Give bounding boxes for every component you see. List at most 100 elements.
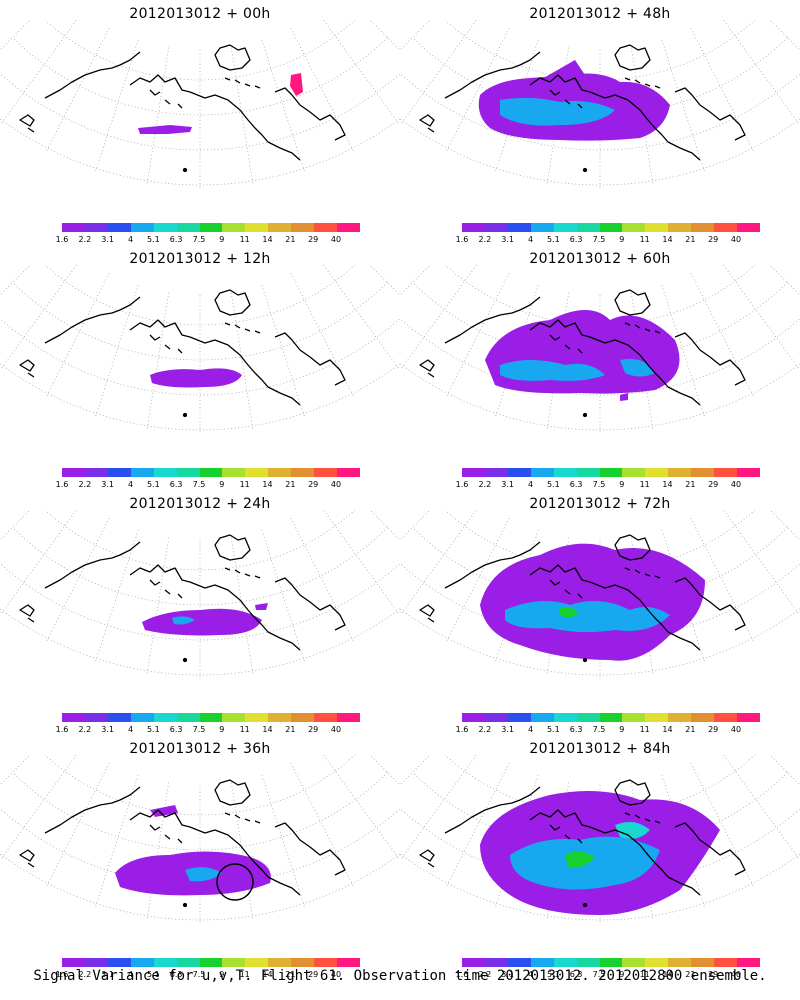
map-panel: 2012013012 + 60h 1.6 2.2 3.1 4 5.1 6.3 7.5 9 11 14… xyxy=(400,245,800,490)
colorbar-label: 1.6 xyxy=(455,725,469,734)
colorbar-label: 40 xyxy=(330,480,342,489)
colorbar-label: 5.1 xyxy=(146,725,160,734)
colorbar-label: 3.1 xyxy=(101,235,115,244)
colorbar-swatch xyxy=(645,223,669,232)
colorbar-label: 3.1 xyxy=(501,480,515,489)
colorbar-label: 21 xyxy=(685,970,696,979)
colorbar-swatch xyxy=(576,713,600,722)
colorbar-labels: 1.6 2.2 3.1 4 5.1 6.3 7.5 9 11 14 21 29 40 xyxy=(456,725,760,735)
colorbar-label: 21 xyxy=(285,235,296,244)
colorbar xyxy=(62,713,360,722)
colorbar-swatch xyxy=(484,223,508,232)
colorbar-swatch xyxy=(153,468,177,477)
colorbar-swatch xyxy=(222,468,246,477)
variance-contour xyxy=(500,360,605,381)
polar-map xyxy=(400,20,800,190)
colorbar-label: 11 xyxy=(639,725,650,734)
colorbar-label: 9 xyxy=(219,480,225,489)
colorbar-swatch xyxy=(199,468,223,477)
colorbar-label: 11 xyxy=(639,970,650,979)
graticule xyxy=(0,510,400,680)
colorbar xyxy=(462,223,760,232)
colorbar-labels: 1.6 2.2 3.1 4 5.1 6.3 7.5 9 11 14 21 29 40 xyxy=(456,970,760,980)
colorbar-swatch xyxy=(462,713,485,722)
colorbar-label: 2.2 xyxy=(478,480,492,489)
colorbar-swatch xyxy=(268,223,292,232)
colorbar-labels: 1.6 2.2 3.1 4 5.1 6.3 7.5 9 11 14 21 29 40 xyxy=(456,480,760,490)
colorbar-swatch xyxy=(199,958,223,967)
colorbar xyxy=(462,713,760,722)
colorbar-swatch xyxy=(576,958,600,967)
colorbar-label: 9 xyxy=(619,235,625,244)
colorbar-swatch xyxy=(107,713,131,722)
colorbar-swatch xyxy=(737,223,760,232)
colorbar-swatch xyxy=(599,468,623,477)
colorbar-label: 21 xyxy=(685,480,696,489)
coastline xyxy=(419,289,746,418)
colorbar xyxy=(462,958,760,967)
colorbar-label: 40 xyxy=(730,480,742,489)
colorbar-swatch xyxy=(737,713,760,722)
colorbar-label: 29 xyxy=(708,235,719,244)
colorbar-labels: 1.6 2.2 3.1 4 5.1 6.3 7.5 9 11 14 21 29 40 xyxy=(56,970,360,980)
panel-title: 2012013012 + 60h xyxy=(529,251,671,267)
colorbar-swatch xyxy=(245,468,269,477)
colorbar-swatch xyxy=(176,958,200,967)
map-panel: 2012013012 + 00h 1.6 2.2 3.1 4 5.1 6.3 7.5 9 11 14… xyxy=(0,0,400,245)
colorbar-label: 6.3 xyxy=(169,725,183,734)
colorbar-swatch xyxy=(107,468,131,477)
colorbar-label: 14 xyxy=(262,970,273,979)
colorbar-labels: 1.6 2.2 3.1 4 5.1 6.3 7.5 9 11 14 21 29 40 xyxy=(456,235,760,245)
colorbar-swatch xyxy=(84,468,108,477)
colorbar-label: 6.3 xyxy=(569,970,583,979)
colorbar-swatch xyxy=(337,713,360,722)
colorbar-swatch xyxy=(645,713,669,722)
colorbar-label: 7.5 xyxy=(192,235,206,244)
colorbar-label: 21 xyxy=(685,235,696,244)
colorbar-swatch xyxy=(176,223,200,232)
colorbar-swatch xyxy=(337,468,360,477)
colorbar-swatch xyxy=(268,958,292,967)
colorbar-label: 14 xyxy=(262,725,273,734)
colorbar-label: 2.2 xyxy=(78,235,92,244)
colorbar-label: 21 xyxy=(285,970,296,979)
colorbar-swatch xyxy=(507,713,531,722)
colorbar-swatch xyxy=(530,713,554,722)
colorbar-swatch xyxy=(714,468,738,477)
colorbar-label: 9 xyxy=(619,970,625,979)
colorbar-label: 40 xyxy=(730,235,742,244)
colorbar-swatch xyxy=(314,958,338,967)
colorbar-label: 14 xyxy=(662,480,673,489)
colorbar-label: 6.3 xyxy=(169,235,183,244)
colorbar-swatch xyxy=(314,713,338,722)
colorbar-swatch xyxy=(714,713,738,722)
variance-contour xyxy=(620,393,628,401)
polar-map xyxy=(0,755,400,925)
map-panel: 2012013012 + 24h 1.6 2.2 3.1 4 5.1 6.3 7.5 9 11 14… xyxy=(0,490,400,735)
colorbar-swatch xyxy=(576,468,600,477)
colorbar-label: 1.6 xyxy=(55,480,69,489)
colorbar-label: 7.5 xyxy=(192,725,206,734)
colorbar-label: 5.1 xyxy=(546,970,560,979)
variance-field xyxy=(150,368,242,388)
colorbar-swatch xyxy=(599,958,623,967)
colorbar-swatch xyxy=(737,958,760,967)
graticule xyxy=(0,755,400,925)
variance-contour xyxy=(565,851,595,868)
colorbar-swatch xyxy=(714,958,738,967)
colorbar-label: 11 xyxy=(639,480,650,489)
colorbar-swatch xyxy=(553,223,577,232)
colorbar-label: 2.2 xyxy=(478,725,492,734)
colorbar-swatch xyxy=(245,713,269,722)
colorbar-swatch xyxy=(291,468,315,477)
colorbar-label: 2.2 xyxy=(78,970,92,979)
colorbar-label: 11 xyxy=(239,970,250,979)
colorbar-label: 29 xyxy=(308,480,319,489)
colorbar-swatch xyxy=(668,958,692,967)
colorbar-label: 29 xyxy=(708,725,719,734)
colorbar xyxy=(62,958,360,967)
colorbar-swatch xyxy=(291,223,315,232)
colorbar-label: 14 xyxy=(662,970,673,979)
colorbar-swatch xyxy=(84,223,108,232)
colorbar-label: 11 xyxy=(639,235,650,244)
